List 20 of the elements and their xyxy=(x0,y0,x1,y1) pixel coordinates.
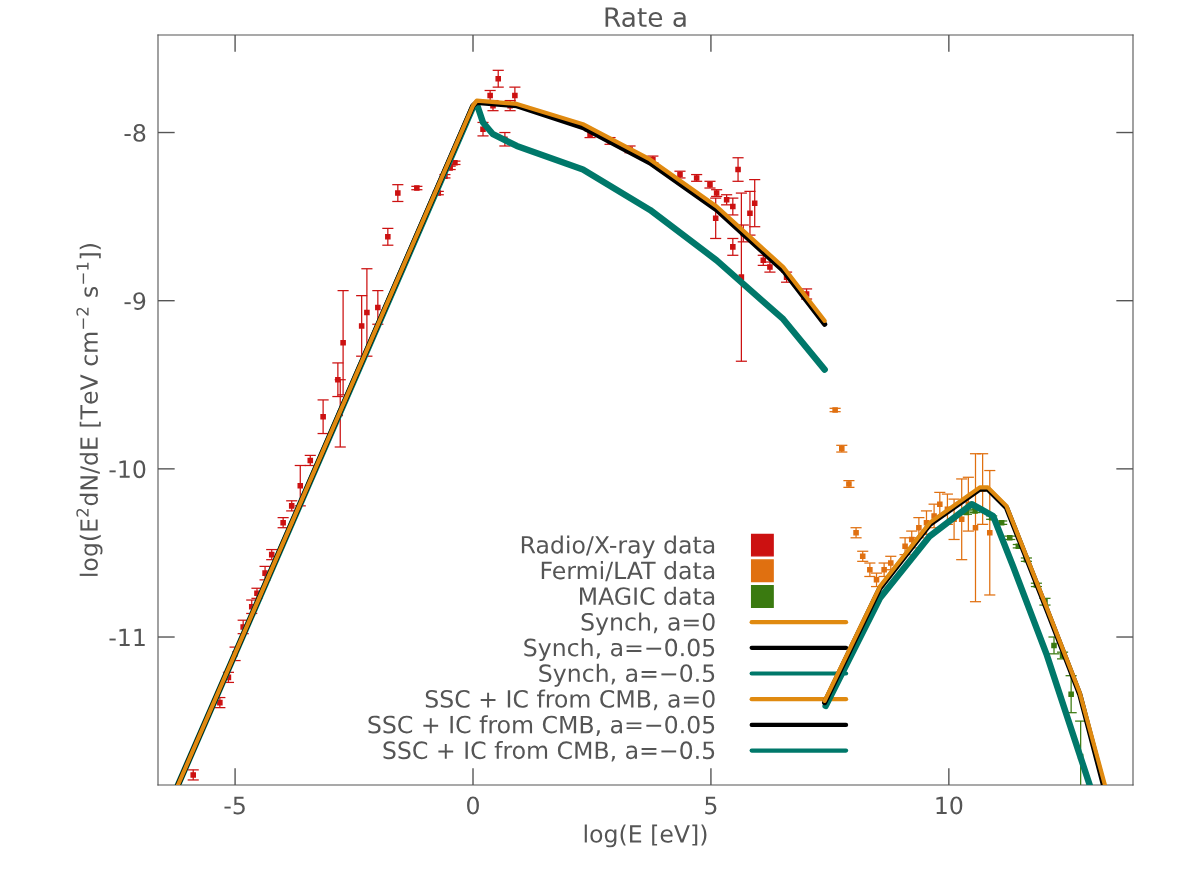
x-tick-label: -5 xyxy=(224,796,245,815)
legend-label: SSC + IC from CMB, a=0 xyxy=(425,689,715,711)
x-tick-label: 10 xyxy=(936,796,963,815)
legend-label: MAGIC data xyxy=(580,586,715,606)
legend-label: Synch, a=−0.05 xyxy=(524,638,715,662)
legend-label: SSC + IC from CMB, a=−0.5 xyxy=(383,740,715,762)
legend-label: Synch, a=−0.5 xyxy=(539,663,715,687)
x-tick-label: 5 xyxy=(705,796,717,815)
legend-label: Synch, a=0 xyxy=(581,612,715,636)
x-axis-title: log(E [eV]) xyxy=(584,824,707,848)
legend-label: Fermi/LAT data xyxy=(541,561,715,582)
y-tick-label: -11 xyxy=(109,628,145,646)
y-tick-label: -8 xyxy=(124,123,146,142)
chart-title: Rate a xyxy=(605,7,686,28)
y-tick-label: -9 xyxy=(124,292,146,310)
y-axis-title: log(E$^{2}$dN/dE [TeV cm$^{−2}$ s$^{−1}$]) xyxy=(76,244,103,576)
y-tick-label: -10 xyxy=(109,460,146,479)
legend-label: SSC + IC from CMB, a=−0.05 xyxy=(368,715,715,736)
legend-label: Radio/X-ray data xyxy=(521,535,715,559)
x-tick-label: 0 xyxy=(467,796,479,815)
